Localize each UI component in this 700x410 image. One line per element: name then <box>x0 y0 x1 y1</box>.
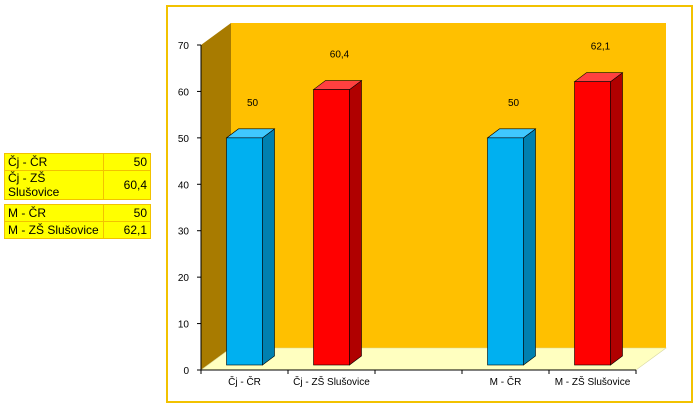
data-label: 62,1 <box>591 42 611 53</box>
table-row: Čj - ZŠ Slušovice 60,4 <box>4 170 151 200</box>
bar-0 <box>225 128 276 366</box>
bar-side <box>262 128 275 366</box>
bar-front <box>487 137 524 366</box>
table-row: Čj - ČR 50 <box>4 153 151 171</box>
data-label: 50 <box>247 98 259 109</box>
table-row: M - ČR 50 <box>4 204 151 222</box>
data-table-cj: Čj - ČR 50 Čj - ZŠ Slušovice 60,4 <box>4 153 151 200</box>
bar-front <box>574 81 611 366</box>
y-tick-label: 70 <box>178 41 190 52</box>
bar-front <box>226 137 263 366</box>
table-cell-value: 62,1 <box>103 221 151 239</box>
x-tick-label: M - ZŠ Slušovice <box>555 375 631 388</box>
bar-3 <box>486 128 537 366</box>
y-tick-label: 60 <box>178 87 190 98</box>
bar-side <box>349 79 362 366</box>
x-tick-label: Čj - ZŠ Slušovice <box>293 375 370 388</box>
bar-front <box>313 89 350 366</box>
table-row: M - ZŠ Slušovice 62,1 <box>4 221 151 239</box>
table-cell-label: M - ČR <box>4 204 104 222</box>
data-table-m: M - ČR 50 M - ZŠ Slušovice 62,1 <box>4 204 151 239</box>
y-tick-label: 40 <box>178 180 190 191</box>
y-tick-label: 30 <box>178 227 190 238</box>
table-cell-label: Čj - ZŠ Slušovice <box>4 170 104 200</box>
x-tick-label: M - ČR <box>490 375 522 388</box>
data-label: 50 <box>508 98 520 109</box>
x-tick-label: Čj - ČR <box>228 375 261 388</box>
y-tick-label: 50 <box>178 134 190 145</box>
y-tick-label: 20 <box>178 273 190 284</box>
bar-side <box>610 72 623 366</box>
y-tick-label: 10 <box>178 320 190 331</box>
data-label: 60,4 <box>330 50 350 61</box>
bar-1 <box>312 79 363 366</box>
table-cell-value: 60,4 <box>103 170 151 200</box>
table-cell-value: 50 <box>103 204 151 222</box>
bar-side <box>523 128 536 366</box>
bar-4 <box>573 72 624 366</box>
y-tick-label: 0 <box>183 366 189 377</box>
chart-side-wall <box>201 23 231 370</box>
